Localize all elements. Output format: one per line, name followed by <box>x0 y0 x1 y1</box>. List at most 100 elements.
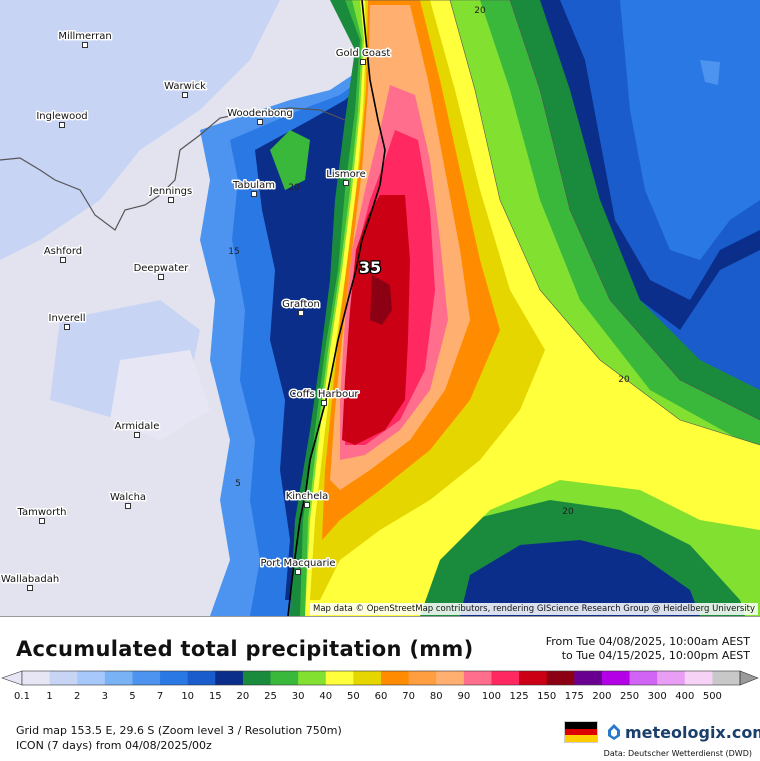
legend-swatch <box>77 671 106 685</box>
coastline <box>287 0 386 616</box>
flag-stripe-red <box>565 728 597 736</box>
precip-patch-25mm-north <box>270 130 310 190</box>
place-marker-icon <box>64 324 70 330</box>
legend-swatch <box>104 671 133 685</box>
place-label: Deepwater <box>134 263 190 274</box>
legend-tick-label: 7 <box>157 691 163 702</box>
precip-patch-150mm <box>370 275 392 325</box>
isoline-label: 5 <box>235 479 241 489</box>
germany-flag-icon <box>564 721 598 743</box>
place-jennings[interactable]: Jennings <box>147 185 194 203</box>
legend-tick-label: 10 <box>181 691 194 702</box>
place-marker-icon <box>343 180 349 186</box>
contour-40 <box>360 0 760 446</box>
place-marker-icon <box>304 502 310 508</box>
place-label: Lismore <box>326 169 365 180</box>
place-millmerran[interactable]: Millmerran <box>57 30 113 48</box>
place-label: Inverell <box>49 313 86 324</box>
precip-patch-15mm-south-core <box>460 540 700 616</box>
model-info-line: ICON (7 days) from 04/08/2025/00z <box>16 739 212 752</box>
legend-tick-label: 50 <box>347 691 360 702</box>
place-tabulam[interactable]: Tabulam <box>231 179 276 197</box>
place-marker-icon <box>39 518 45 524</box>
place-deepwater[interactable]: Deepwater <box>132 262 191 280</box>
place-label: Woodenbong <box>227 108 293 119</box>
isoline-labels: 20 20 15 20 5 20 <box>228 6 630 517</box>
legend-tick-label: 200 <box>592 691 611 702</box>
place-warwick[interactable]: Warwick <box>163 80 208 98</box>
place-ashford[interactable]: Ashford <box>42 245 84 263</box>
legend-tick-label: 3 <box>102 691 108 702</box>
map-canvas: 20 20 15 20 5 20 Millmerran Gold Coast Warwick I… <box>0 0 760 616</box>
legend-swatch <box>436 671 465 685</box>
place-label: Millmerran <box>58 31 111 42</box>
legend-tick-label: 250 <box>620 691 639 702</box>
legend-tick-label: 175 <box>565 691 584 702</box>
drop-logo-icon <box>608 724 620 740</box>
place-marker-icon <box>168 197 174 203</box>
place-tamworth[interactable]: Tamworth <box>15 506 68 524</box>
period-to: to Tue 04/15/2025, 10:00pm AEST <box>561 649 750 662</box>
legend-tick-label: 300 <box>648 691 667 702</box>
place-label: Port Macquarie <box>260 558 335 569</box>
legend-tick-label: 2 <box>74 691 80 702</box>
place-inglewood[interactable]: Inglewood <box>35 110 89 128</box>
place-label: Tamworth <box>17 507 67 518</box>
isoline-label: 20 <box>288 183 300 193</box>
brand-logo[interactable]: meteologix.com <box>606 723 760 742</box>
legend-tick-label: 15 <box>209 691 222 702</box>
legend-tick-label: 0.1 <box>14 691 30 702</box>
legend-swatch <box>408 671 437 685</box>
place-label: Armidale <box>115 421 160 432</box>
legend-swatch <box>657 671 686 685</box>
legend-swatch <box>325 671 354 685</box>
place-lismore[interactable]: Lismore <box>325 168 367 186</box>
legend-tick-label: 5 <box>129 691 135 702</box>
place-marker-icon <box>125 503 131 509</box>
place-coffs-harbour[interactable]: Coffs Harbour <box>288 388 361 406</box>
legend-arrow-left-icon <box>1 670 23 686</box>
legend-swatch <box>160 671 189 685</box>
legend-swatch <box>353 671 382 685</box>
legend-tick-label: 60 <box>375 691 388 702</box>
legend-tick-label: 20 <box>237 691 250 702</box>
place-armidale[interactable]: Armidale <box>113 420 161 438</box>
precip-band-1mm <box>0 0 280 260</box>
place-walcha[interactable]: Walcha <box>108 491 148 509</box>
place-port-macquarie[interactable]: Port Macquarie <box>259 557 337 575</box>
brand-block[interactable]: meteologix.com <box>564 721 760 743</box>
precipitation-map[interactable]: 20 20 15 20 5 20 Millmerran Gold Coast Warwick I… <box>0 0 760 616</box>
place-marker-icon <box>321 400 327 406</box>
place-marker-icon <box>257 119 263 125</box>
legend-tick-label: 1 <box>46 691 52 702</box>
legend-swatch <box>270 671 299 685</box>
place-label: Coffs Harbour <box>289 389 359 400</box>
legend-tick-label: 100 <box>482 691 501 702</box>
contour-25 <box>345 0 760 421</box>
place-woodenbong[interactable]: Woodenbong <box>226 107 294 125</box>
legend-tick-label: 40 <box>319 691 332 702</box>
legend-swatch <box>22 671 51 685</box>
legend-swatch <box>629 671 658 685</box>
place-inverell[interactable]: Inverell <box>47 312 87 330</box>
place-marker-icon <box>27 585 33 591</box>
page-title: Accumulated total precipitation (mm) <box>16 637 474 661</box>
place-grafton[interactable]: Grafton <box>281 298 321 316</box>
place-kinchela[interactable]: Kinchela <box>284 490 330 508</box>
time-period: From Tue 04/08/2025, 10:00am AEST to Tue… <box>546 635 750 663</box>
place-marker-icon <box>182 92 188 98</box>
legend-swatch <box>298 671 327 685</box>
place-label: Inglewood <box>36 111 87 122</box>
place-gold-coast[interactable]: Gold Coast <box>334 47 392 65</box>
place-label: Wallabadah <box>1 574 59 585</box>
isoline-label: 20 <box>474 6 486 16</box>
place-marker-icon <box>251 191 257 197</box>
place-wallabadah[interactable]: Wallabadah <box>0 573 61 591</box>
place-marker-icon <box>360 59 366 65</box>
place-marker-icon <box>134 432 140 438</box>
place-label: Jennings <box>149 186 192 197</box>
legend-tick-label: 90 <box>457 691 470 702</box>
place-label: Kinchela <box>286 491 329 502</box>
brand-name: meteologix.com <box>625 722 760 742</box>
legend-swatch <box>215 671 244 685</box>
